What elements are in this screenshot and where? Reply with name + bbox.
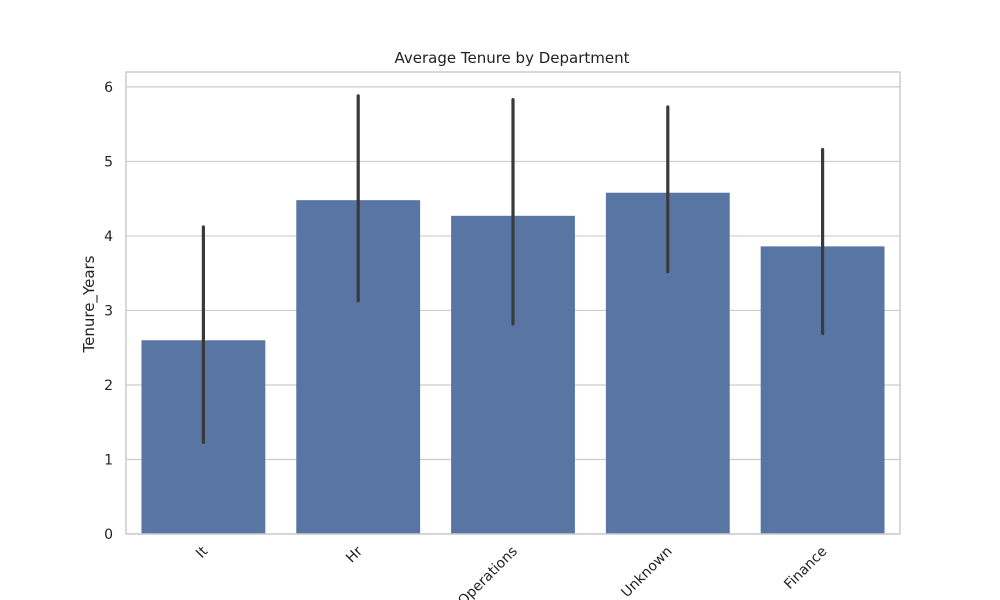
y-tick-label: 6 <box>104 80 113 96</box>
y-tick-label: 5 <box>104 154 113 170</box>
y-axis-label: Tenure_Years <box>80 255 99 353</box>
x-tick-label: Finance <box>781 544 830 593</box>
y-tick-label: 4 <box>104 229 113 245</box>
x-tick-label: Operations <box>455 544 521 600</box>
y-tick-label: 1 <box>104 452 113 468</box>
y-tick-label: 3 <box>104 303 113 319</box>
x-tick-label: Hr <box>343 543 366 566</box>
y-tick-label: 2 <box>104 378 113 394</box>
x-tick-labels: It Hr Operations Unknown Finance <box>193 543 830 600</box>
x-tick-label: It <box>193 543 211 561</box>
y-tick-labels: 0 1 2 3 4 5 6 <box>104 80 113 543</box>
chart-title: Average Tenure by Department <box>395 49 630 67</box>
plot-frame <box>125 71 901 535</box>
error-bars <box>201 94 825 444</box>
x-tick-label: Unknown <box>618 544 675 600</box>
y-tick-label: 0 <box>104 527 113 543</box>
